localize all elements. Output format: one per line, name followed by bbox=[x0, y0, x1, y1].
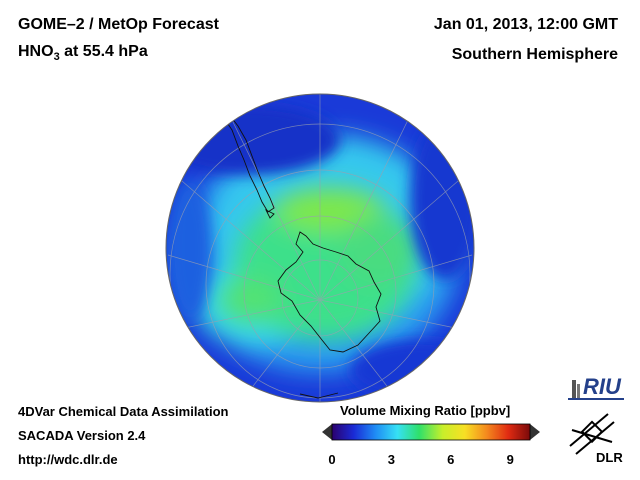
pressure-level: at 55.4 hPa bbox=[59, 43, 148, 60]
colorbar-tick-label: 6 bbox=[447, 452, 455, 467]
region-label: Southern Hemisphere bbox=[451, 46, 618, 63]
globe bbox=[166, 94, 474, 402]
colorbar-frame bbox=[331, 423, 531, 441]
footer-version: SACADA Version 2.4 bbox=[18, 428, 146, 443]
graticule bbox=[167, 94, 473, 402]
colorbar-tick-label: 3 bbox=[387, 452, 396, 467]
dlr-logo-icon bbox=[569, 413, 615, 455]
riu-logo-icon bbox=[568, 380, 624, 400]
species-subscript: 3 bbox=[53, 51, 60, 64]
forecast-datetime: Jan 01, 2013, 12:00 GMT bbox=[433, 16, 618, 33]
field-green-core bbox=[220, 188, 420, 340]
map-title: GOME–2 / MetOp Forecast bbox=[18, 16, 219, 33]
south-america-coast bbox=[223, 112, 275, 213]
antarctica-coast bbox=[277, 231, 382, 353]
colorbar-underflow-arrow bbox=[322, 424, 332, 440]
footer-url[interactable]: http://wdc.dlr.de bbox=[18, 452, 118, 467]
dlr-logo-text: DLR bbox=[596, 450, 623, 465]
tierra-del-fuego bbox=[264, 208, 275, 219]
colorbar-overflow-arrow bbox=[530, 424, 540, 440]
species-level-title: HNO3 at 55.4 hPa bbox=[18, 43, 148, 63]
colorbar-tick-label: 0 bbox=[328, 452, 336, 467]
australia-edge bbox=[299, 392, 339, 399]
globe-outline bbox=[165, 93, 475, 403]
species-name: HNO bbox=[18, 43, 54, 60]
colorbar-gradient bbox=[332, 424, 530, 440]
colorbar-tick-label: 9 bbox=[506, 452, 514, 467]
footer-method: 4DVar Chemical Data Assimilation bbox=[18, 404, 229, 419]
colorbar bbox=[322, 423, 540, 441]
riu-logo-text: RIU bbox=[583, 374, 621, 399]
colorbar-title: Volume Mixing Ratio [ppbv] bbox=[340, 403, 511, 418]
